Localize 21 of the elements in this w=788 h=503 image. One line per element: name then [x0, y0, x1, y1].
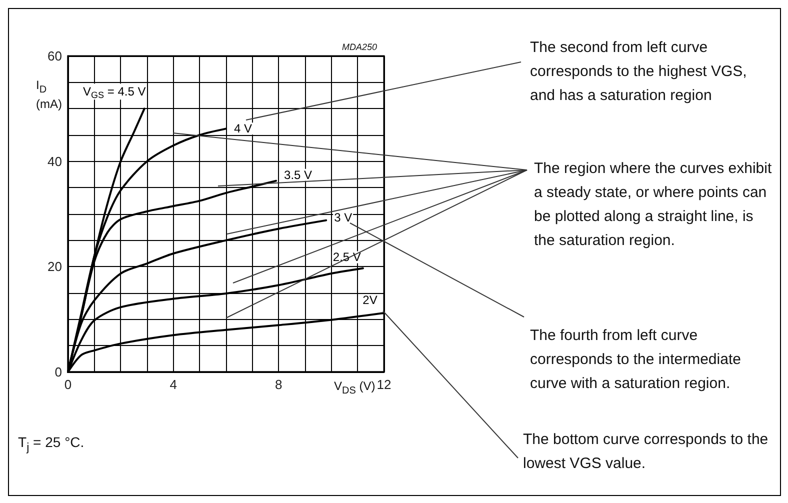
y-axis-title: I$_{D}$ (mA) — [36, 78, 63, 112]
series-label: 3.5 V — [284, 168, 312, 182]
y-tick-label: 20 — [48, 259, 62, 274]
text: The second from left curve corresponds to the highest VGS, and has a saturation region — [530, 38, 748, 106]
series-label: 4 V — [234, 122, 252, 136]
x-axis-title: V$_{DS}$ (V) — [334, 379, 376, 398]
y-tick-label: 60 — [48, 48, 62, 64]
y-tick-label: 0 — [54, 364, 62, 380]
series-label: 2.5 V — [332, 250, 361, 264]
x-tick-label: 4 — [170, 377, 177, 392]
y-tick-label: 40 — [48, 154, 62, 169]
text: The fourth from left curve corresponds to the intermediate curve with a saturation region. — [530, 326, 742, 394]
x-tick-label: 0 — [64, 377, 72, 392]
text: The bottom curve corresponds to the lowest VGS value. — [523, 430, 770, 474]
x-tick-label: 8 — [275, 377, 282, 392]
series-label: 3 V — [334, 210, 352, 224]
text: The region where the curves exhibit a steady state, or where points can be plotted along a straight line, is the saturation region. — [534, 159, 773, 251]
text: MDA250 — [342, 42, 378, 52]
series-label: 2V — [362, 293, 378, 308]
x-tick-label: 12 — [376, 377, 392, 392]
text: T$_{j}$ = 25 °C. — [18, 433, 84, 456]
